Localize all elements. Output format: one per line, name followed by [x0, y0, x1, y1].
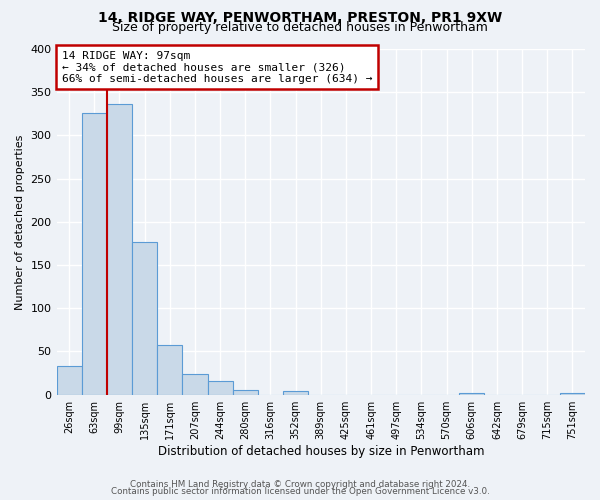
Bar [157, 346, 182, 395]
Text: Contains public sector information licensed under the Open Government Licence v3: Contains public sector information licen… [110, 487, 490, 496]
Bar [233, 390, 258, 394]
X-axis label: Distribution of detached houses by size in Penwortham: Distribution of detached houses by size … [158, 444, 484, 458]
Y-axis label: Number of detached properties: Number of detached properties [15, 134, 25, 310]
Bar [208, 381, 233, 394]
Text: 14, RIDGE WAY, PENWORTHAM, PRESTON, PR1 9XW: 14, RIDGE WAY, PENWORTHAM, PRESTON, PR1 … [98, 11, 502, 25]
Bar [56, 366, 82, 394]
Bar [560, 393, 585, 394]
Bar [283, 392, 308, 394]
Bar [107, 104, 132, 395]
Bar [182, 374, 208, 394]
Bar [132, 242, 157, 394]
Text: Contains HM Land Registry data © Crown copyright and database right 2024.: Contains HM Land Registry data © Crown c… [130, 480, 470, 489]
Bar [459, 393, 484, 394]
Text: Size of property relative to detached houses in Penwortham: Size of property relative to detached ho… [112, 22, 488, 35]
Bar [82, 113, 107, 394]
Text: 14 RIDGE WAY: 97sqm
← 34% of detached houses are smaller (326)
66% of semi-detac: 14 RIDGE WAY: 97sqm ← 34% of detached ho… [62, 50, 373, 84]
